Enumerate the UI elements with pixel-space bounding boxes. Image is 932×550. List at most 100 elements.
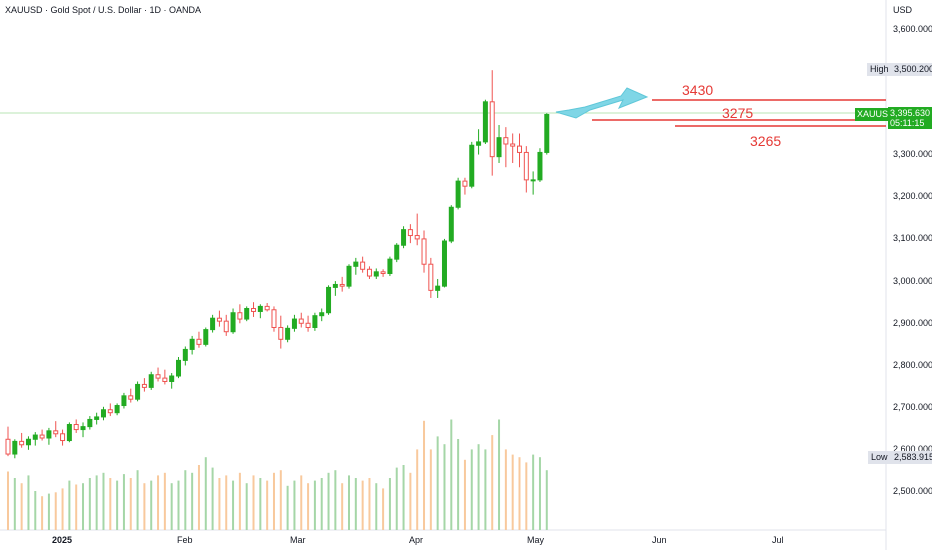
volume-bar (150, 480, 153, 530)
candle-body (155, 374, 161, 379)
volume-bar (218, 478, 221, 530)
time-label-jun: Jun (652, 535, 667, 545)
candle-body (530, 179, 536, 182)
candle-body (448, 206, 454, 242)
candle-body (244, 308, 250, 320)
candle-body (32, 434, 38, 440)
currency-label: USD (893, 5, 913, 15)
volume-bar (184, 470, 187, 530)
candle-body (373, 271, 379, 277)
candle-body (25, 438, 31, 446)
volume-bar (484, 449, 487, 530)
price-tick: 2,600.000 (893, 444, 932, 454)
time-label-feb: Feb (177, 535, 193, 545)
volume-bar (395, 467, 398, 530)
time-label-mar: Mar (290, 535, 306, 545)
candle-body (60, 433, 66, 442)
candle-body (5, 438, 11, 455)
candle-body (496, 137, 502, 158)
time-label-jul: Jul (772, 535, 784, 545)
volume-bar (238, 472, 241, 530)
candle-body (12, 440, 18, 455)
candle-body (251, 308, 257, 312)
candle-body (305, 322, 311, 328)
volume-bar (20, 483, 23, 530)
candle-body (264, 305, 270, 311)
volume-bar (538, 457, 541, 530)
candle-body (128, 395, 134, 400)
volume-bar (532, 454, 535, 530)
volume-bar (463, 459, 466, 530)
volume-bar (88, 478, 91, 530)
volume-bar (450, 419, 453, 530)
candle-body (87, 418, 93, 428)
volume-bars (7, 419, 548, 530)
volume-bar (245, 483, 248, 530)
candle-body (141, 383, 147, 388)
volume-bar (504, 449, 507, 530)
volume-bar (334, 470, 337, 530)
candle-body (162, 377, 168, 382)
projection-arrow[interactable] (555, 87, 649, 119)
candle-body (257, 305, 263, 312)
price-tick: 3,300.000 (893, 149, 932, 159)
volume-bar (68, 480, 71, 530)
volume-bar (225, 475, 228, 530)
candle-body (346, 265, 352, 287)
candle-body (353, 261, 359, 267)
volume-bar (163, 472, 166, 530)
volume-bar (457, 439, 460, 530)
candle-body (73, 424, 79, 431)
price-axis[interactable]: USD 3,600.000 3,300.000 3,200.000 3,100.… (893, 5, 932, 496)
volume-bar (211, 467, 214, 530)
candle-body (489, 101, 495, 158)
volume-bar (129, 478, 132, 530)
candle-body (401, 229, 407, 246)
candle-body (435, 285, 441, 291)
candle-body (462, 180, 468, 187)
volume-bar (157, 475, 160, 530)
volume-bar (266, 480, 269, 530)
volume-bar (313, 480, 316, 530)
volume-bar (82, 483, 85, 530)
time-label-may: May (527, 535, 545, 545)
last-price-tag: 3,395.630 05:11:15 (888, 107, 932, 129)
volume-bar (511, 454, 514, 530)
volume-bar (204, 457, 207, 530)
last-price-value: 3,395.630 (890, 108, 931, 118)
volume-bar (232, 480, 235, 530)
time-axis[interactable]: 2025 Feb Mar Apr May Jun Jul (52, 535, 784, 545)
volume-bar (518, 457, 521, 530)
candle-body (176, 359, 181, 377)
candle-body (271, 309, 277, 328)
volume-bar (109, 478, 112, 530)
volume-bar (177, 480, 180, 530)
candle-body (53, 430, 59, 435)
volume-bar (416, 449, 419, 530)
candle-body (278, 326, 284, 340)
price-tick: 2,700.000 (893, 402, 932, 412)
candle-body (182, 348, 188, 361)
candle-body (319, 312, 325, 317)
price-tick: 2,900.000 (893, 318, 932, 328)
countdown-value: 05:11:15 (890, 118, 925, 128)
candle-body (332, 283, 338, 288)
candle-body (203, 329, 209, 345)
candle-body (39, 434, 45, 439)
volume-bar (259, 478, 262, 530)
volume-bar (307, 483, 310, 530)
volume-bar (320, 478, 323, 530)
candle-body (100, 409, 106, 418)
volume-bar (327, 472, 330, 530)
volume-bar (341, 483, 344, 530)
candle-body (537, 151, 543, 181)
candle-body (366, 268, 372, 277)
candlesticks (5, 70, 550, 459)
candle-body (510, 143, 516, 147)
volume-bar (443, 444, 446, 530)
high-label-tag: High (867, 63, 892, 76)
volume-bar (191, 472, 194, 530)
volume-bar (368, 478, 371, 530)
candle-body (387, 258, 393, 274)
